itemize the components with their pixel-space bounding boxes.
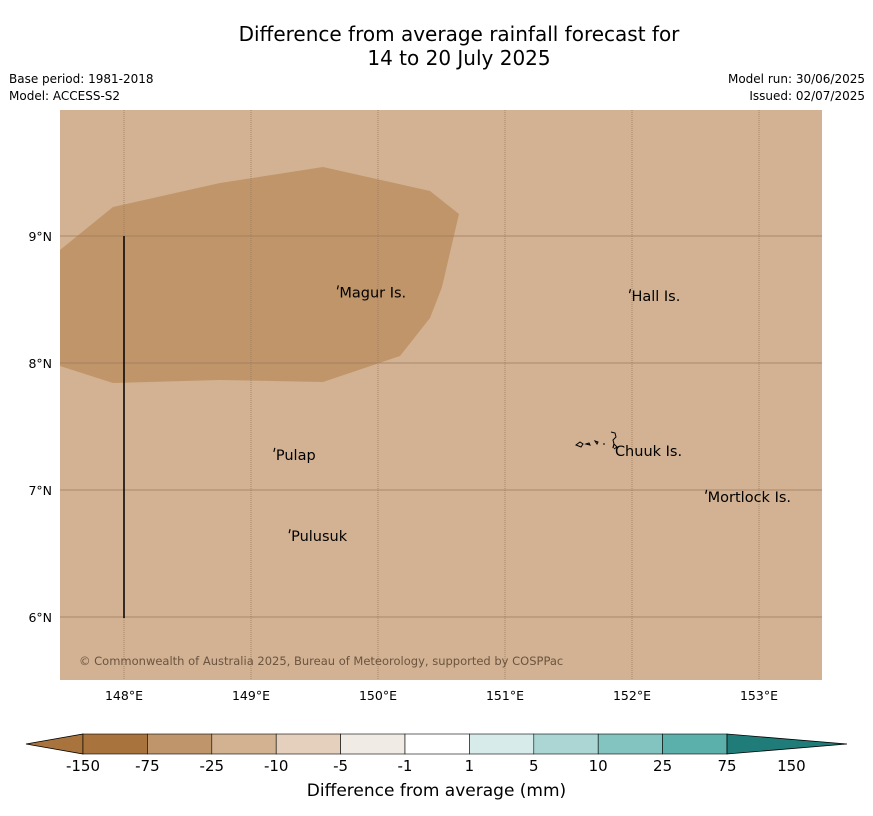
- place-label: Pulap: [276, 448, 316, 464]
- colorbar-tick-label: -1: [398, 757, 413, 775]
- lat-tick-label: 6°N: [28, 610, 52, 625]
- colorbar-extension-low: [25, 733, 84, 755]
- chuuk-islands-outline: [574, 431, 618, 450]
- copyright-text: © Commonwealth of Australia 2025, Bureau…: [79, 654, 563, 668]
- run-info: Model run: 30/06/2025 Issued: 02/07/2025: [728, 71, 865, 105]
- colorbar-extension-high: [726, 733, 848, 755]
- place-label: Pulusuk: [291, 529, 348, 545]
- colorbar-caption: Difference from average (mm): [306, 781, 567, 801]
- colorbar-tick-label: 25: [653, 757, 672, 775]
- title-line-2: 14 to 20 July 2025: [367, 46, 551, 70]
- place-marker: [288, 529, 291, 534]
- colorbar: -150 -75 -25 -10 -5 -1 1 5 10 25 75 150: [25, 733, 848, 775]
- colorbar-tick-label: -5: [333, 757, 348, 775]
- lon-tick-label: 150°E: [359, 688, 397, 703]
- issued-text: Issued: 02/07/2025: [749, 89, 865, 103]
- place-marker: [705, 489, 708, 494]
- rainfall-anomaly-region: [60, 167, 459, 383]
- place-label: Magur Is.: [339, 285, 406, 301]
- place-marker: [273, 447, 276, 453]
- colorbar-bin: [211, 733, 277, 755]
- place-label: Chuuk Is.: [615, 444, 682, 460]
- map-title: Difference from average rainfall forecas…: [0, 22, 873, 70]
- colorbar-bin: [469, 733, 535, 755]
- lon-tick-label: 149°E: [232, 688, 270, 703]
- longitude-labels: 148°E 149°E 150°E 151°E 152°E 153°E: [105, 688, 778, 703]
- place-markers: [273, 285, 708, 534]
- colorbar-tick-label: -25: [200, 757, 225, 775]
- colorbar-bin: [597, 733, 663, 755]
- colorbar-bin: [147, 733, 213, 755]
- colorbar-bin: [533, 733, 599, 755]
- lon-tick-label: 153°E: [740, 688, 778, 703]
- title-line-1: Difference from average rainfall forecas…: [238, 22, 680, 46]
- lon-tick-label: 151°E: [486, 688, 524, 703]
- base-period-text: Base period: 1981-2018: [9, 72, 154, 86]
- colorbar-tick-label: -75: [135, 757, 160, 775]
- colorbar-tick-label: 75: [717, 757, 736, 775]
- base-info: Base period: 1981-2018 Model: ACCESS-S2: [9, 71, 154, 105]
- colorbar-bin: [275, 733, 341, 755]
- model-run-text: Model run: 30/06/2025: [727, 72, 865, 86]
- place-label: Hall Is.: [631, 289, 680, 305]
- colorbar-bin: [404, 733, 470, 755]
- colorbar-tick-label: -150: [66, 757, 100, 775]
- colorbar-tick-label: 150: [777, 757, 806, 775]
- colorbar-bin: [340, 733, 406, 755]
- lon-tick-label: 152°E: [613, 688, 651, 703]
- lon-tick-label: 148°E: [105, 688, 143, 703]
- place-labels: Magur Is. Hall Is. Pulap Chuuk Is. Mortlock …: [276, 285, 791, 545]
- colorbar-tick-label: 5: [529, 757, 539, 775]
- model-text: Model: ACCESS-S2: [9, 89, 121, 103]
- latitude-labels: 9°N 8°N 7°N 6°N: [28, 229, 52, 625]
- lat-tick-label: 7°N: [28, 483, 52, 498]
- colorbar-tick-label: 1: [465, 757, 475, 775]
- colorbar-bin: [82, 733, 148, 755]
- colorbar-bin: [662, 733, 728, 755]
- colorbar-tick-label: 10: [589, 757, 608, 775]
- place-label: Mortlock Is.: [708, 490, 791, 506]
- place-marker: [612, 443, 615, 449]
- place-marker: [336, 285, 339, 290]
- place-marker: [628, 289, 632, 294]
- lat-tick-label: 9°N: [28, 229, 52, 244]
- lat-tick-label: 8°N: [28, 356, 52, 371]
- colorbar-tick-label: -10: [264, 757, 289, 775]
